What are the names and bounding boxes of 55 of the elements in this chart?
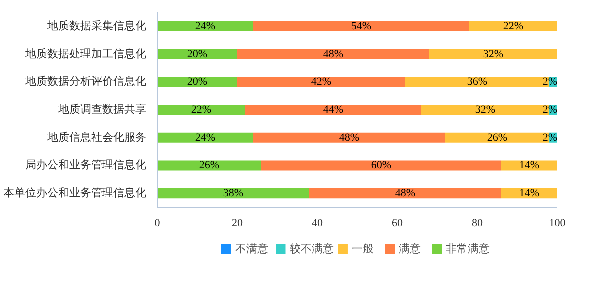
data-label: 42%	[311, 76, 332, 88]
data-label: 24%	[195, 132, 216, 144]
x-tick-label: 0	[154, 218, 161, 230]
x-tick-label: 20	[232, 218, 244, 230]
bar	[238, 77, 406, 88]
data-label: 44%	[323, 104, 344, 116]
legend-label: 一般	[352, 244, 374, 256]
data-label: 14%	[519, 188, 540, 200]
data-label: 54%	[351, 20, 372, 32]
bar	[246, 104, 422, 116]
bar	[430, 49, 558, 60]
bar	[470, 21, 558, 32]
bar	[158, 132, 254, 143]
y-tick-label: 本单位办公和业务管理信息化	[4, 186, 146, 200]
data-label: 22%	[191, 104, 212, 116]
data-label: 20%	[187, 76, 208, 88]
x-tick-label: 80	[472, 218, 484, 230]
legend-label: 非常满意	[446, 242, 490, 256]
y-tick-label: 地质数据处理加工信息化	[24, 47, 146, 60]
data-label: 48%	[395, 188, 416, 200]
y-tick-label: 地质调查数据共享	[58, 103, 146, 116]
data-label: 26%	[487, 132, 508, 144]
data-label: 24%	[195, 20, 216, 32]
y-tick-label: 局办公和业务管理信息化	[26, 158, 146, 172]
legend-label: 不满意	[235, 242, 268, 256]
bar	[158, 21, 254, 32]
legend-label: 满意	[399, 242, 422, 256]
bar	[310, 188, 502, 199]
data-label: 38%	[223, 188, 244, 200]
legend-label: 较不满意	[290, 242, 334, 256]
data-label: 60%	[371, 160, 392, 172]
data-label: 20%	[187, 48, 208, 60]
bar	[158, 49, 238, 60]
x-tick-label: 60	[392, 218, 404, 230]
data-label: 14%	[519, 160, 540, 172]
bar	[254, 132, 446, 143]
data-label: 32%	[483, 48, 504, 60]
x-tick-label: 40	[312, 218, 324, 230]
data-label: 48%	[323, 48, 344, 60]
data-label: 22%	[503, 20, 524, 32]
bar	[158, 104, 246, 116]
y-tick-label: 地质信息社会化服务	[46, 130, 146, 144]
x-tick-label: 100	[549, 218, 566, 230]
data-label: 48%	[339, 132, 360, 144]
bar	[262, 160, 502, 171]
data-label: 36%	[467, 76, 488, 88]
y-tick-label: 地质数据采集信息化	[46, 19, 146, 32]
data-label: 32%	[475, 104, 496, 116]
y-tick-label: 地质数据分析评价信息化	[24, 75, 146, 88]
bar	[254, 21, 470, 32]
bar	[158, 160, 262, 171]
bar	[158, 77, 238, 88]
bar	[238, 49, 430, 60]
bar	[158, 188, 310, 199]
data-label: 26%	[199, 160, 220, 172]
